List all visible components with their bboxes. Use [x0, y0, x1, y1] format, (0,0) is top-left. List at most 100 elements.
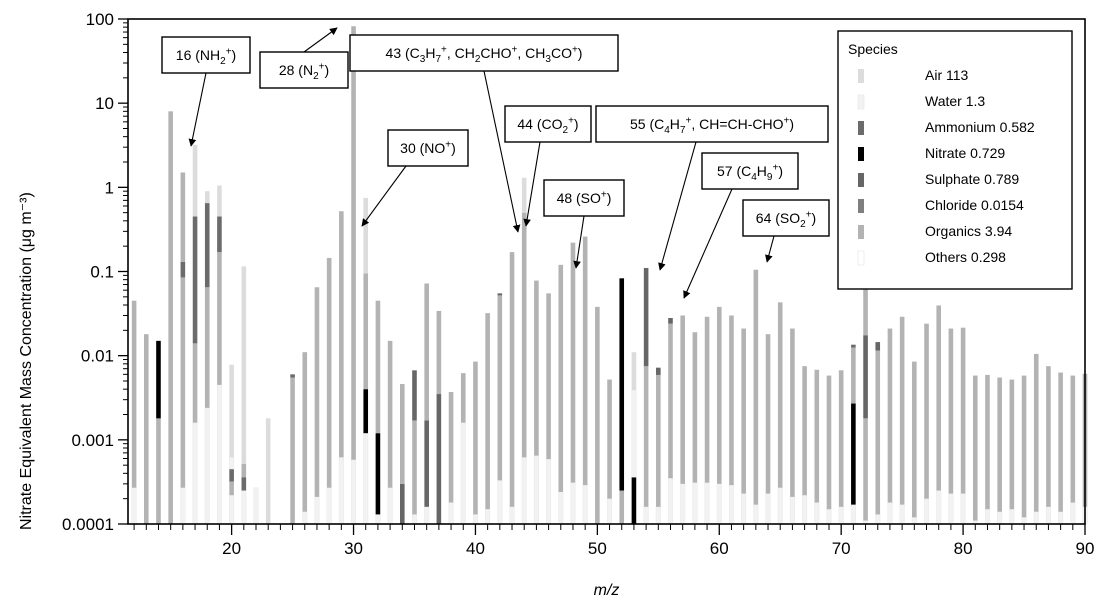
bar-segment-water [704, 482, 710, 525]
bar-mz-64 [765, 334, 771, 525]
annotation-label-part: 64 (SO [755, 210, 801, 226]
bar-segment-organics [326, 257, 332, 488]
bar-segment-organics [716, 306, 722, 484]
annotation-label-part: 9 [766, 171, 773, 183]
legend-box [837, 30, 1073, 290]
annotation-label-part: ) [451, 140, 456, 156]
annotation-label-part: 2 [474, 53, 481, 65]
legend-swatch [858, 173, 864, 187]
bar-mz-30 [351, 26, 357, 525]
annotation-label-part: 4 [751, 171, 757, 183]
annotation-box [161, 36, 251, 74]
bar-mz-66 [789, 328, 795, 525]
annotation-label-part: 48 (SO [556, 190, 601, 206]
bar-mz-83 [997, 377, 1003, 525]
annotation-label-part: 3 [545, 53, 551, 65]
bar-mz-54 [643, 268, 649, 525]
bar-segment-organics [412, 420, 417, 515]
bar-segment-organics [607, 379, 612, 499]
bar-segment-organics [826, 375, 832, 510]
bar-mz-26 [302, 352, 308, 525]
annotation-label-part: 28 (N [278, 62, 314, 78]
bar-segment-organics [290, 377, 295, 524]
bar-segment-sulphate [436, 394, 442, 524]
bar-mz-53 [631, 352, 637, 524]
annotation-label-part: + [783, 115, 790, 127]
y-tick-label: 0.01 [81, 347, 114, 366]
annotation-arrow [573, 215, 585, 269]
legend-entry-label: Ammonium 0.582 [925, 119, 1035, 135]
bar-mz-50 [595, 306, 600, 524]
legend-swatch [858, 147, 864, 161]
bar-segment-organics [1009, 379, 1015, 510]
bar-segment-water [838, 506, 844, 525]
bar-segment-water [241, 490, 247, 525]
bar-segment-organics [192, 343, 198, 423]
annotation-label-part: + [511, 44, 518, 56]
annotation-label-part: 2 [800, 218, 806, 230]
bar-segment-water [680, 483, 686, 525]
bar-segment-organics [924, 323, 929, 499]
bar-mz-34 [400, 384, 405, 524]
bar-segment-sulphate [412, 370, 417, 421]
annotation-box [543, 179, 625, 217]
bar-segment-water [1033, 511, 1039, 525]
x-tick-label: 20 [222, 539, 241, 558]
bar-mz-47 [558, 264, 564, 525]
bar-segment-organics [972, 375, 978, 521]
y-axis-label: Nitrate Equivalent Mass Concentration (μ… [18, 192, 35, 530]
bar-segment-ammonium [229, 469, 234, 482]
bar-segment-organics [448, 392, 454, 503]
bar-mz-89 [1070, 375, 1076, 525]
bar-segment-organics [912, 361, 917, 518]
bar-mz-76 [911, 361, 917, 525]
annotation-arrow [483, 70, 521, 233]
x-tick-label: 80 [954, 539, 973, 558]
annotation-label-part: CO [550, 45, 572, 61]
bar-mz-44 [521, 177, 527, 525]
bar-segment-ammonium [204, 203, 210, 288]
annotations-layer [161, 27, 830, 299]
bar-segment-ammonium [180, 261, 186, 278]
annotation-label-part: 7 [435, 53, 442, 65]
annotation-label: 55 (C4H7+, CH=CH-CHO+) [629, 115, 795, 135]
bar-segment-nitrate [363, 389, 369, 434]
legend-swatch [858, 121, 864, 135]
bar-mz-52 [619, 278, 625, 524]
bar-segment-organics [668, 323, 673, 479]
bar-mz-81 [972, 375, 978, 525]
bar-segment-water [216, 384, 222, 525]
bar-segment-organics [424, 283, 429, 421]
annotation-label-part: 55 (C [629, 116, 665, 132]
annotation-arrow [765, 235, 775, 263]
annotation-label-part: ) [811, 210, 817, 226]
bar-segment-organics [436, 310, 442, 395]
legend-swatch [857, 94, 865, 110]
bar-segment-water [363, 432, 369, 525]
bar-segment-organics [863, 418, 868, 521]
annotation-mz48 [543, 179, 625, 269]
bar-segment-water [509, 506, 515, 525]
annotation-label-part: 2 [562, 124, 569, 136]
bar-segment-organics [863, 264, 868, 336]
bar-segment-water [253, 487, 259, 525]
bar-segment-organics [875, 350, 881, 515]
bar-segment-water [424, 506, 430, 525]
annotation-label-part: ) [789, 116, 795, 132]
bar-mz-62 [741, 328, 747, 525]
legend-entry-label: Sulphate 0.789 [925, 171, 1020, 187]
bar-mz-74 [887, 328, 893, 525]
legend-entry-label: Chloride 0.0154 [925, 197, 1024, 213]
bar-segment-organics [546, 293, 551, 460]
annotation-label-part: + [225, 46, 232, 58]
bar-mz-71 [850, 344, 856, 525]
bar-mz-57 [680, 315, 686, 525]
annotation-label-part: + [571, 44, 578, 56]
bar-segment-organics [375, 300, 381, 434]
annotation-label-part: , CH [517, 45, 546, 61]
bar-segment-water [229, 457, 235, 470]
annotation-box [349, 34, 619, 72]
annotation-mz16 [161, 36, 251, 147]
